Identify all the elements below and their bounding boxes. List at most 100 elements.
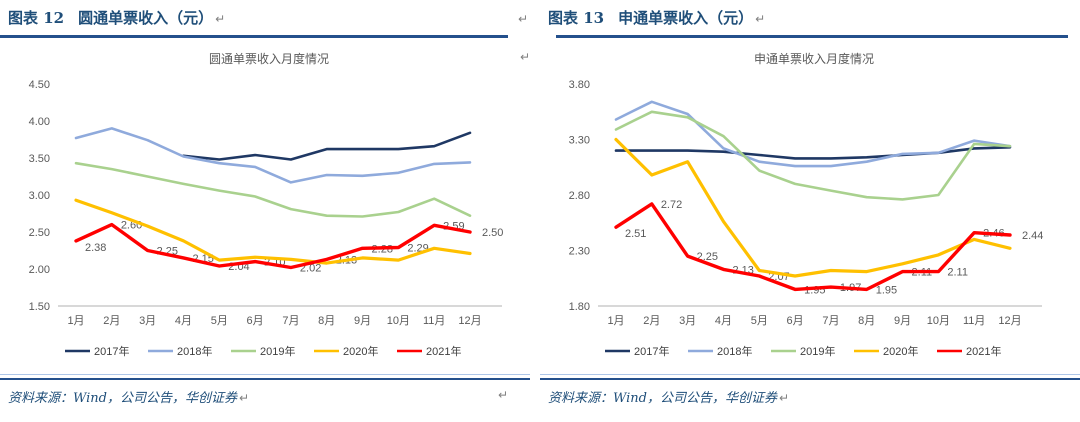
legend-label: 2019年 — [800, 344, 835, 358]
legend-label: 2021年 — [966, 344, 1001, 358]
legend-label: 2020年 — [343, 344, 378, 358]
figure-label: 图表 13 — [548, 9, 605, 27]
series-line-2020年 — [614, 137, 1012, 278]
y-axis-tick-label: 3.50 — [29, 153, 50, 165]
legend-item-2018年: 2018年 — [148, 344, 212, 358]
chart-bottom-border — [540, 374, 1080, 375]
figure-panel-sto: 图表 13 申通单票收入（元） ↵ 申通单票收入月度情况 3.80 3.30 2.80 2… — [540, 4, 1080, 407]
legend-item-2021年: 2021年 — [937, 344, 1001, 358]
legend-item-2019年: 2019年 — [771, 344, 835, 358]
legend-item-2018年: 2018年 — [688, 344, 752, 358]
x-axis-label: 1月 — [607, 315, 624, 327]
x-axis-label: 10月 — [387, 315, 410, 327]
y-axis-tick-label: 3.30 — [569, 135, 590, 147]
legend-item-2020年: 2020年 — [314, 344, 378, 358]
footer-rule — [540, 378, 1080, 380]
x-axis-label: 5月 — [211, 315, 228, 327]
x-axis-label: 4月 — [175, 315, 192, 327]
legend-item-2021年: 2021年 — [397, 344, 461, 358]
data-label: 2.25 — [697, 251, 718, 263]
x-axis-label: 11月 — [423, 315, 445, 327]
data-label: 2.11 — [947, 267, 968, 279]
series-line-2017年 — [182, 131, 472, 161]
x-axis-label: 12月 — [458, 315, 481, 327]
paragraph-return-icon: ↵ — [239, 391, 250, 405]
figure-title: 申通单票收入（元） — [618, 9, 754, 27]
data-label: 2.51 — [625, 228, 646, 240]
x-axis-label: 11月 — [963, 315, 985, 327]
data-label: 2.50 — [482, 227, 503, 239]
source-row: 资料来源：Wind，公司公告，华创证券 ↵ ↵ — [8, 380, 530, 407]
legend-item-2020年: 2020年 — [854, 344, 918, 358]
paragraph-return-icon: ↵ — [779, 391, 790, 405]
x-axis-label: 2月 — [643, 315, 660, 327]
chart-bottom-border — [0, 374, 530, 375]
figure-header-yto: 图表 12 圆通单票收入（元） ↵ ↵ — [8, 4, 530, 35]
x-axis-label: 6月 — [787, 315, 804, 327]
paragraph-return-icon: ↵ — [517, 12, 528, 26]
x-axis-label: 8月 — [858, 315, 875, 327]
chart-title: 圆通单票收入月度情况 — [208, 52, 329, 66]
x-axis-label: 9月 — [354, 315, 371, 327]
series-line-2021年 — [614, 202, 1012, 292]
footer-rule — [0, 378, 530, 380]
chart-title: 申通单票收入月度情况 — [753, 52, 874, 66]
legend-label: 2018年 — [717, 344, 752, 358]
paragraph-return-icon: ↵ — [519, 50, 530, 64]
header-rule — [0, 35, 508, 38]
y-axis-tick-label: 1.80 — [569, 301, 590, 313]
y-axis-tick-label: 2.80 — [569, 190, 590, 202]
y-axis-tick-label: 3.80 — [569, 79, 590, 91]
legend-label: 2018年 — [177, 344, 212, 358]
legend-item-2017年: 2017年 — [65, 344, 129, 358]
legend-item-2017年: 2017年 — [605, 344, 669, 358]
report-figures-row: 图表 12 圆通单票收入（元） ↵ ↵ ↵ 圆通单票收入月度情况 4.50 4.00 3… — [0, 4, 1080, 407]
series-line-2019年 — [614, 110, 1012, 201]
source-row: 资料来源：Wind，公司公告，华创证券 ↵ — [548, 380, 1080, 407]
x-axis-label: 10月 — [927, 315, 950, 327]
series-line-2020年 — [74, 198, 472, 265]
chart-canvas-yto: 4.50 4.00 3.50 3.00 2.50 2.00 1.50 1月 2月 3月 4月 5月 6月… — [29, 79, 504, 358]
figure-header-sto: 图表 13 申通单票收入（元） ↵ — [548, 4, 1080, 35]
x-axis-label: 12月 — [998, 315, 1021, 327]
paragraph-return-icon: ↵ — [497, 388, 508, 402]
chart-container-yto: 圆通单票收入月度情况 4.50 4.00 3.50 3.00 2.50 2.00 1.50 1… — [8, 46, 530, 372]
data-label: 2.44 — [1022, 230, 1043, 242]
legend-label: 2017年 — [634, 344, 669, 358]
source-text: 资料来源：Wind，公司公告，华创证券 — [8, 391, 237, 406]
data-label: 2.38 — [85, 242, 106, 254]
figure-panel-yto: 图表 12 圆通单票收入（元） ↵ ↵ ↵ 圆通单票收入月度情况 4.50 4.00 3… — [0, 4, 530, 407]
x-axis-label: 7月 — [822, 315, 839, 327]
x-axis-label: 9月 — [894, 315, 911, 327]
y-axis-tick-label: 2.50 — [29, 227, 50, 239]
legend-label: 2020年 — [883, 344, 918, 358]
data-label: 1.95 — [876, 284, 897, 296]
x-axis-label: 3月 — [679, 315, 696, 327]
x-axis-label: 4月 — [715, 315, 732, 327]
y-axis-tick-label: 2.00 — [29, 264, 50, 276]
legend-label: 2017年 — [94, 344, 129, 358]
y-axis-tick-label: 3.00 — [29, 190, 50, 202]
x-axis-label: 6月 — [247, 315, 264, 327]
x-axis-label: 8月 — [318, 315, 335, 327]
legend-item-2019年: 2019年 — [231, 344, 295, 358]
figure-label: 图表 12 — [8, 9, 65, 27]
paragraph-return-icon: ↵ — [215, 12, 226, 26]
chart-canvas-sto: 3.80 3.30 2.80 2.30 1.80 1月 2月 3月 4月 5月 6月 7月 8月 9月 10… — [569, 79, 1044, 358]
x-axis-label: 3月 — [139, 315, 156, 327]
series-line-2019年 — [74, 161, 472, 218]
header-rule — [556, 35, 1068, 38]
data-label: 2.72 — [661, 199, 682, 211]
y-axis-tick-label: 2.30 — [569, 246, 590, 258]
chart-container-sto: 申通单票收入月度情况 3.80 3.30 2.80 2.30 1.80 1月 2月 3月 4月 5… — [548, 46, 1080, 372]
figure-title: 圆通单票收入（元） — [78, 9, 214, 27]
series-line-2018年 — [614, 100, 1012, 168]
series-line-2018年 — [74, 127, 472, 184]
x-axis-label: 7月 — [282, 315, 299, 327]
source-text: 资料来源：Wind，公司公告，华创证券 — [548, 391, 777, 406]
x-axis-label: 1月 — [67, 315, 84, 327]
y-axis-tick-label: 4.00 — [29, 116, 50, 128]
legend-label: 2021年 — [426, 344, 461, 358]
legend-label: 2019年 — [260, 344, 295, 358]
paragraph-return-icon: ↵ — [755, 12, 766, 26]
